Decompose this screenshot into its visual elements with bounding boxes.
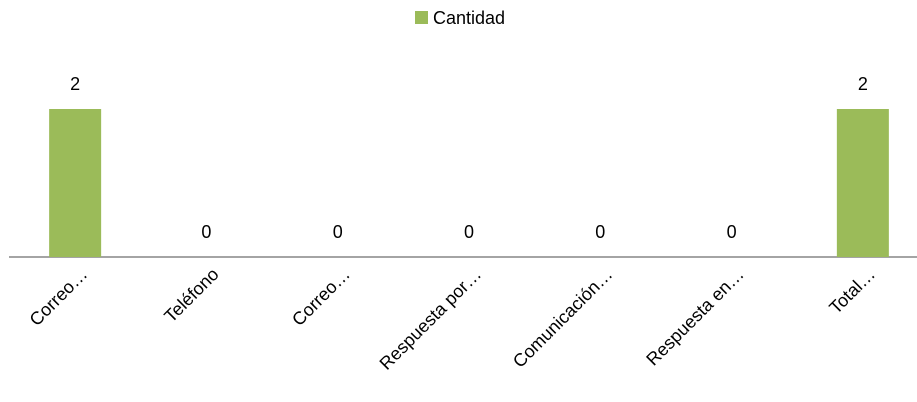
bar — [836, 109, 889, 257]
x-tick-label: Respuesta en… — [642, 264, 747, 369]
x-tick-label: Teléfono — [160, 264, 222, 326]
bar — [49, 109, 102, 257]
data-label: 0 — [595, 222, 605, 242]
x-tick-label: Comunicación… — [509, 264, 617, 372]
data-label: 2 — [858, 74, 868, 94]
legend-label: Cantidad — [433, 8, 505, 28]
x-tick-label: Correo… — [26, 264, 92, 330]
x-tick-label: Total… — [825, 264, 879, 318]
data-label: 0 — [201, 222, 211, 242]
data-label: 0 — [464, 222, 474, 242]
data-label: 0 — [727, 222, 737, 242]
x-tick-label: Correo… — [288, 264, 354, 330]
x-tick-label: Respuesta por… — [376, 264, 486, 374]
data-label: 0 — [333, 222, 343, 242]
data-label: 2 — [70, 74, 80, 94]
legend-swatch — [415, 11, 428, 24]
